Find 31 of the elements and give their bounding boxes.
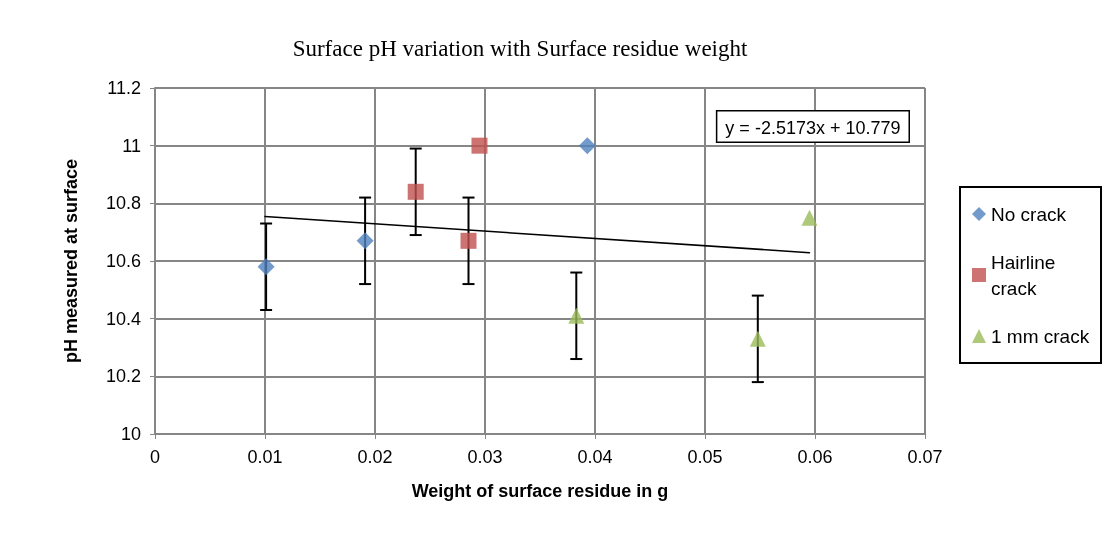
y-tick-label: 11 (122, 135, 141, 156)
point (568, 307, 585, 324)
x-tick-label: 0.03 (467, 447, 503, 467)
y-tick-label: 10.8 (105, 193, 141, 214)
point (801, 209, 818, 226)
x-tick-label: 0.01 (247, 447, 283, 467)
y-axis-title: pH measured at surface (61, 158, 81, 364)
point (471, 137, 488, 154)
legend-label: Hairline crack (991, 251, 1061, 299)
legend-label: No crack (991, 203, 1067, 225)
x-tick-label: 0.05 (687, 447, 723, 467)
y-tick-label: 10.6 (105, 251, 141, 271)
point (407, 183, 424, 200)
x-tick-label: 0.04 (577, 447, 613, 467)
point (578, 137, 596, 155)
chart-title: Surface pH variation with Surface residue weight (292, 36, 748, 61)
point (257, 258, 275, 276)
x-tick-label: 0.07 (907, 447, 943, 467)
point (356, 232, 374, 250)
y-tick-label: 10 (120, 424, 141, 444)
point (460, 232, 477, 249)
x-axis-title: Weight of surface residue in g (411, 481, 669, 501)
y-tick-label: 11.2 (107, 78, 141, 98)
point (749, 330, 766, 347)
y-tick-label: 10.2 (105, 366, 141, 387)
x-tick-label: 0.06 (797, 447, 833, 467)
legend-label: 1 mm crack (991, 325, 1090, 347)
x-tick-label: 0.02 (357, 447, 393, 467)
x-tick-label: 0 (149, 447, 161, 467)
annotation: y = -2.5173x + 10.779 (725, 117, 901, 138)
y-tick-label: 10.4 (105, 308, 141, 329)
